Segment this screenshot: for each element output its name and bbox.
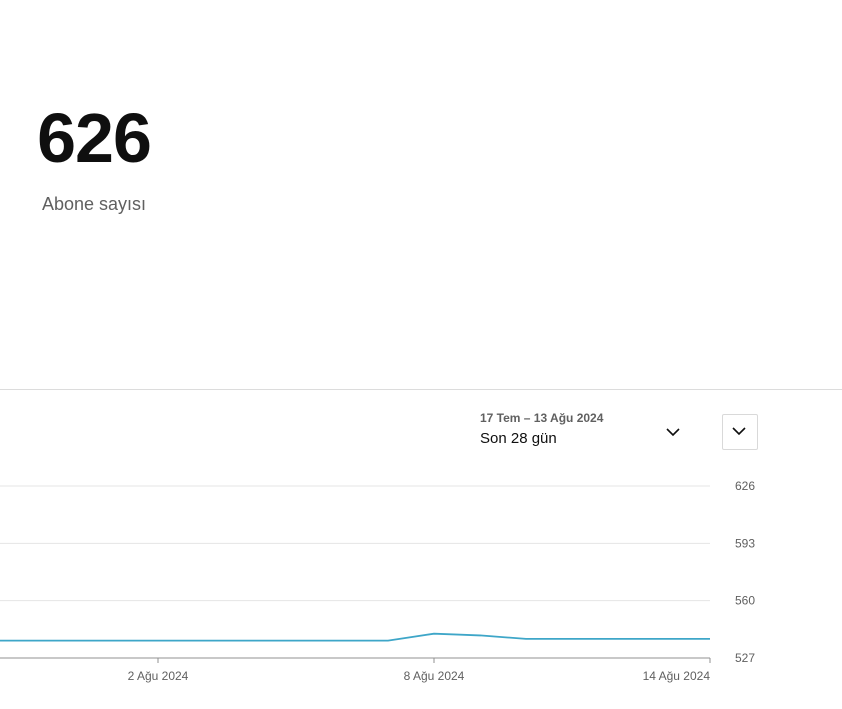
expand-menu-button[interactable] <box>722 414 758 450</box>
chevron-down-icon <box>666 424 682 438</box>
y-tick-label: 626 <box>735 479 755 493</box>
x-tick-label: 2 Ağu 2024 <box>128 669 189 683</box>
y-tick-label: 560 <box>735 594 755 608</box>
y-tick-label: 527 <box>735 651 755 665</box>
chevron-down-icon <box>732 427 746 436</box>
series-line <box>0 632 710 642</box>
date-range-picker[interactable]: 17 Tem – 13 Ağu 2024 Son 28 gün <box>480 409 690 455</box>
date-preset-text: Son 28 gün <box>480 430 557 447</box>
section-divider <box>0 389 842 390</box>
subscriber-line-chart: 527 560 593 626 2 Ağu 2024 8 Ağu 2024 14 Ağu 2… <box>0 479 755 683</box>
y-tick-label: 593 <box>735 536 755 550</box>
x-tick-label: 14 Ağu 2024 <box>643 669 711 683</box>
subscriber-count-label: Abone sayısı <box>41 194 147 214</box>
x-tick-label: 8 Ağu 2024 <box>404 669 465 683</box>
date-range-text: 17 Tem – 13 Ağu 2024 <box>480 411 604 425</box>
subscriber-count-value: 626 <box>37 99 152 177</box>
